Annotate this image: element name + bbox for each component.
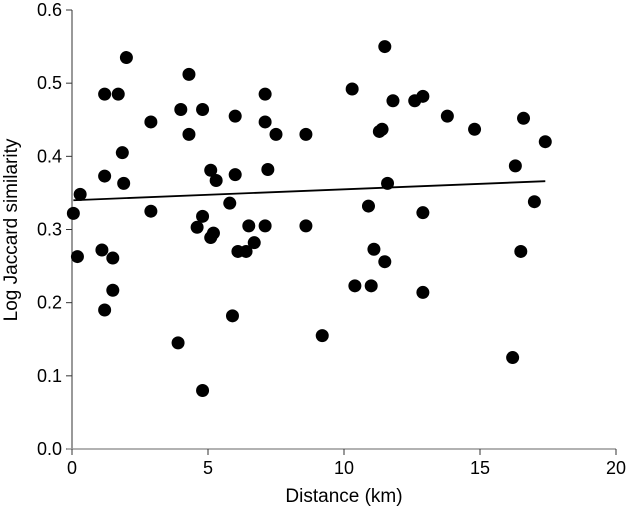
- data-point: [73, 187, 87, 201]
- data-point: [468, 122, 482, 136]
- x-axis: 0 5 10 15 20: [67, 448, 626, 478]
- trendline: [73, 180, 546, 202]
- data-point: [98, 87, 112, 101]
- data-points: [66, 40, 552, 397]
- y-tick-label: 0.0: [37, 439, 62, 459]
- x-tick-label: 0: [67, 458, 77, 478]
- data-point: [416, 285, 430, 299]
- data-point: [508, 159, 522, 173]
- data-point: [258, 87, 272, 101]
- data-point: [119, 51, 133, 65]
- data-point: [98, 303, 112, 317]
- data-point: [269, 127, 283, 141]
- y-tick-label: 0.4: [37, 146, 62, 166]
- x-axis-title: Distance (km): [285, 486, 402, 507]
- data-point: [261, 163, 275, 177]
- data-point: [239, 244, 253, 258]
- trendline-path: [73, 180, 546, 202]
- data-point: [514, 244, 528, 258]
- data-point: [196, 103, 210, 117]
- data-point: [299, 219, 313, 233]
- y-tick-label: 0.3: [37, 220, 62, 240]
- data-point: [196, 209, 210, 223]
- data-point: [106, 283, 120, 297]
- y-tick-label: 0.5: [37, 73, 62, 93]
- data-point: [70, 250, 84, 264]
- y-axis: 0.0 0.1 0.2 0.3 0.4 0.5 0.6: [37, 0, 73, 459]
- data-point: [190, 220, 204, 234]
- data-point: [378, 255, 392, 269]
- data-point: [299, 127, 313, 141]
- data-point: [527, 195, 541, 209]
- data-point: [242, 219, 256, 233]
- data-point: [517, 111, 531, 125]
- data-point: [115, 146, 129, 160]
- data-point: [315, 329, 329, 343]
- x-tick-label: 15: [470, 458, 490, 478]
- data-point: [258, 219, 272, 233]
- data-point: [381, 176, 395, 190]
- y-axis-title: Log Jaccard similarity: [1, 138, 22, 321]
- data-point: [378, 40, 392, 54]
- data-point: [538, 135, 552, 149]
- data-point: [506, 351, 520, 365]
- data-point: [258, 115, 272, 129]
- data-point: [416, 89, 430, 103]
- data-point: [223, 196, 237, 210]
- data-point: [247, 236, 261, 250]
- data-point: [345, 82, 359, 96]
- data-point: [348, 279, 362, 293]
- data-point: [440, 109, 454, 123]
- data-point: [117, 176, 131, 190]
- data-point: [182, 127, 196, 141]
- y-tick-label: 0.1: [37, 366, 62, 386]
- data-point: [174, 103, 188, 117]
- data-point: [204, 163, 218, 177]
- data-point: [209, 173, 223, 187]
- data-point: [364, 279, 378, 293]
- data-point: [386, 94, 400, 108]
- data-point: [95, 243, 109, 257]
- y-tick-label: 0.2: [37, 293, 62, 313]
- data-point: [98, 169, 112, 183]
- data-point: [196, 383, 210, 397]
- data-point: [416, 206, 430, 220]
- data-point: [66, 206, 80, 220]
- y-tick-label: 0.6: [37, 0, 62, 20]
- x-tick-label: 20: [606, 458, 626, 478]
- data-point: [171, 336, 185, 350]
- data-point: [228, 109, 242, 123]
- data-point: [228, 168, 242, 182]
- x-tick-label: 5: [203, 458, 213, 478]
- x-tick-label: 10: [334, 458, 354, 478]
- data-point: [225, 309, 239, 323]
- data-point: [367, 242, 381, 256]
- data-point: [182, 67, 196, 81]
- data-point: [361, 199, 375, 213]
- data-point: [144, 115, 158, 129]
- data-point: [144, 204, 158, 218]
- data-point: [375, 122, 389, 136]
- data-point: [106, 251, 120, 265]
- data-point: [206, 226, 220, 240]
- data-point: [111, 87, 125, 101]
